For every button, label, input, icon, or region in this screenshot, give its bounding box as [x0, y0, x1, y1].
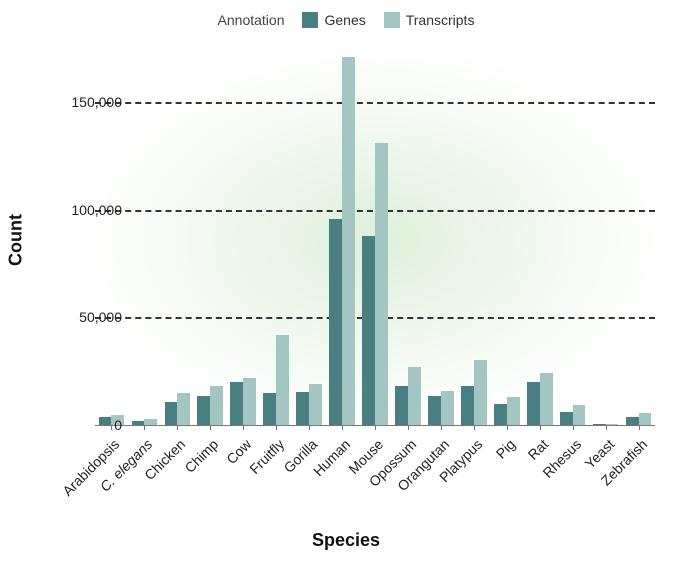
bar-genes [428, 396, 441, 425]
bar-transcripts [375, 143, 388, 425]
chart-container: Annotation Genes Transcripts Count 050,0… [0, 0, 692, 579]
bar-transcripts [177, 393, 190, 425]
legend-label-genes: Genes [324, 12, 365, 28]
bar-genes [296, 392, 309, 425]
bar-genes [132, 421, 145, 425]
bar-genes [626, 417, 639, 425]
bar-genes [197, 396, 210, 425]
y-tick-label: 150,000 [42, 94, 122, 110]
y-tick-label: 50,000 [42, 309, 122, 325]
bar-genes [461, 386, 474, 425]
bar-genes [494, 404, 507, 426]
bar-genes [395, 386, 408, 425]
legend-item-genes: Genes [302, 12, 365, 28]
bar-transcripts [639, 413, 652, 425]
bar-genes [230, 382, 243, 425]
legend: Annotation Genes Transcripts [0, 12, 692, 28]
legend-swatch-transcripts [384, 12, 400, 28]
bar-transcripts [309, 384, 322, 425]
bar-transcripts [408, 367, 421, 425]
bar-genes [165, 402, 178, 425]
y-tick-label: 100,000 [42, 202, 122, 218]
legend-title: Annotation [218, 12, 285, 28]
bars-group [95, 55, 655, 425]
bar-transcripts [144, 419, 157, 425]
bar-genes [560, 412, 573, 425]
legend-label-transcripts: Transcripts [406, 12, 475, 28]
bar-transcripts [507, 397, 520, 425]
bar-genes [527, 382, 540, 425]
y-axis-title: Count [6, 214, 27, 266]
legend-item-transcripts: Transcripts [384, 12, 475, 28]
x-labels-group: ArabidopsisC. elegansChickenChimpCowFrui… [95, 430, 655, 525]
bar-genes [329, 219, 342, 426]
bar-transcripts [441, 391, 454, 425]
bar-genes [362, 236, 375, 425]
bar-transcripts [342, 57, 355, 425]
bar-transcripts [210, 386, 223, 425]
bar-transcripts [540, 373, 553, 425]
bar-transcripts [243, 378, 256, 425]
bar-genes [263, 393, 276, 425]
plot-area [95, 55, 655, 425]
bar-transcripts [606, 424, 619, 426]
x-axis-title: Species [0, 530, 692, 551]
legend-swatch-genes [302, 12, 318, 28]
bar-transcripts [474, 360, 487, 425]
bar-transcripts [573, 405, 586, 425]
bar-genes [593, 424, 606, 425]
bar-transcripts [276, 335, 289, 425]
